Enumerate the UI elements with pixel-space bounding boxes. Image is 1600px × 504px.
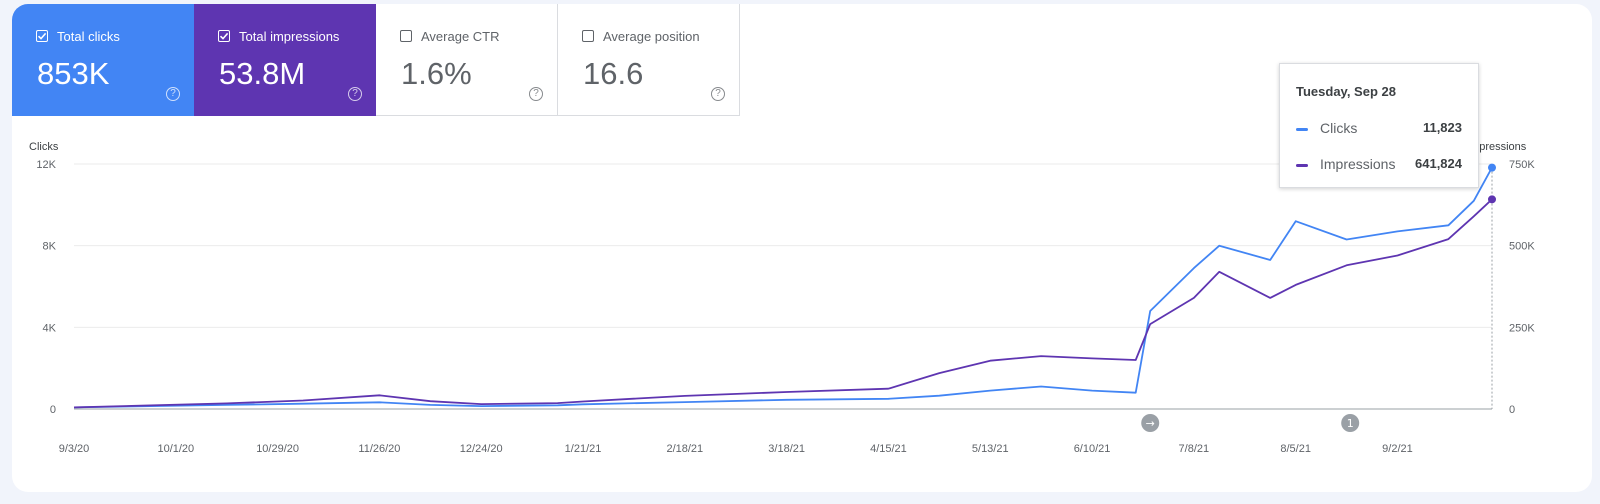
y-left-tick-label: 0 — [50, 404, 56, 416]
annotation-count-icon-glyph: 1 — [1347, 417, 1354, 430]
metric-tiles: Total clicks 853K ? Total impressions 53… — [12, 4, 740, 116]
y-left-axis-title: Clicks — [29, 141, 59, 153]
metric-label: Average CTR — [421, 29, 500, 44]
x-tick-label: 4/15/21 — [870, 443, 907, 455]
y-left-tick-label: 12K — [36, 159, 56, 171]
tooltip-row-clicks: Clicks 11,823 — [1296, 120, 1462, 138]
metric-value: 53.8M — [219, 56, 306, 91]
x-tick-label: 2/18/21 — [666, 443, 703, 455]
performance-card: Total clicks 853K ? Total impressions 53… — [12, 4, 1592, 492]
tooltip-series-name: Impressions — [1320, 156, 1396, 172]
tooltip-date: Tuesday, Sep 28 — [1296, 84, 1396, 99]
y-left-tick-label: 4K — [43, 322, 57, 334]
series-line-impressions — [73, 198, 1493, 409]
x-tick-label: 9/2/21 — [1382, 443, 1413, 455]
y-right-tick-label: 750K — [1509, 159, 1535, 171]
x-tick-label: 9/3/20 — [59, 443, 90, 455]
hover-point-clicks — [1488, 163, 1496, 172]
series-line-clicks — [73, 167, 1493, 409]
x-tick-label: 5/13/21 — [972, 443, 1009, 455]
x-tick-label: 3/18/21 — [768, 443, 805, 455]
metric-label: Total clicks — [57, 29, 120, 44]
help-icon[interactable]: ? — [711, 87, 725, 101]
metric-value: 16.6 — [583, 56, 644, 91]
x-tick-label: 6/10/21 — [1074, 443, 1111, 455]
arrow-right-icon[interactable] — [1141, 414, 1160, 432]
help-icon[interactable]: ? — [529, 87, 543, 101]
legend-swatch — [1296, 128, 1308, 131]
hover-point-impressions — [1488, 195, 1496, 204]
x-tick-label: 7/8/21 — [1179, 443, 1210, 455]
y-left-tick-label: 8K — [43, 241, 57, 253]
metric-value: 1.6% — [401, 56, 472, 91]
checkbox-checked-icon[interactable] — [218, 30, 230, 42]
x-tick-label: 11/26/20 — [358, 443, 400, 455]
chart-tooltip: Tuesday, Sep 28 Clicks 11,823 Impression… — [1279, 63, 1479, 188]
metric-tile-total-impressions[interactable]: Total impressions 53.8M ? — [194, 4, 376, 116]
metric-label: Average position — [603, 29, 700, 44]
metric-tile-average-position[interactable]: Average position 16.6 ? — [558, 4, 740, 116]
performance-chart[interactable]: 0 4K 8K 12K 0 250K 500K 750K 9/3/20 10/1/20 10/29/… — [12, 4, 1592, 492]
y-right-axis-title: Impressions — [1467, 141, 1527, 153]
metric-value: 853K — [37, 56, 110, 91]
x-tick-label: 8/5/21 — [1280, 443, 1311, 455]
y-right-tick-label: 250K — [1509, 322, 1535, 334]
tooltip-series-value: 11,823 — [1422, 120, 1462, 135]
y-right-tick-label: 0 — [1509, 404, 1515, 416]
metric-label: Total impressions — [239, 29, 340, 44]
annotation-count-icon[interactable] — [1341, 414, 1360, 432]
arrow-right-icon-glyph: → — [1146, 417, 1155, 430]
tooltip-row-impressions: Impressions 641,824 — [1296, 156, 1462, 174]
x-tick-label: 10/29/20 — [256, 443, 299, 455]
help-icon[interactable]: ? — [348, 87, 362, 101]
x-tick-label: 12/24/20 — [460, 443, 503, 455]
metric-tile-total-clicks[interactable]: Total clicks 853K ? — [12, 4, 194, 116]
metric-tile-average-ctr[interactable]: Average CTR 1.6% ? — [376, 4, 558, 116]
tooltip-series-name: Clicks — [1320, 120, 1358, 136]
tooltip-series-value: 641,824 — [1415, 156, 1462, 171]
checkbox-checked-icon[interactable] — [36, 30, 48, 42]
help-icon[interactable]: ? — [166, 87, 180, 101]
legend-swatch — [1296, 164, 1308, 167]
y-right-tick-label: 500K — [1509, 241, 1535, 253]
x-tick-label: 1/21/21 — [565, 443, 602, 455]
checkbox-unchecked-icon[interactable] — [400, 30, 412, 42]
x-tick-label: 10/1/20 — [157, 443, 194, 455]
checkbox-unchecked-icon[interactable] — [582, 30, 594, 42]
